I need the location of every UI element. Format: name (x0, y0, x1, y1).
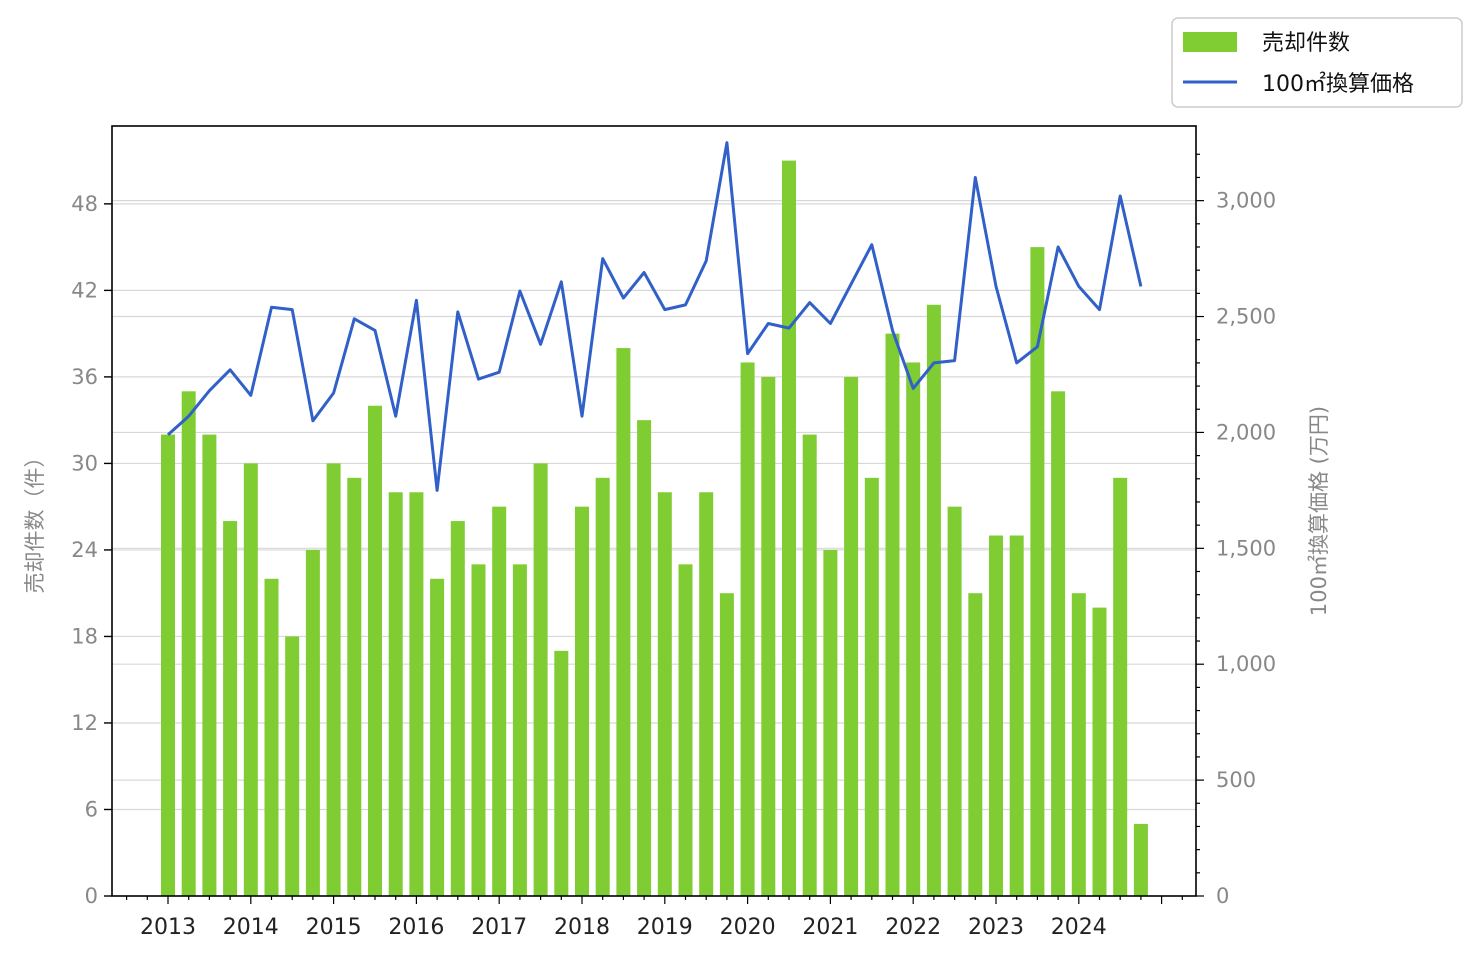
bar-2016Q3 (450, 521, 465, 896)
bar-2020Q4 (802, 434, 817, 896)
bar-2024Q2 (1092, 607, 1107, 896)
bar-2021Q3 (864, 477, 879, 896)
bar-2019Q4 (719, 593, 734, 896)
bar-2014Q3 (285, 636, 300, 896)
bar-series (161, 160, 1148, 897)
y-right-tick-label-3000: 3,000 (1216, 189, 1276, 213)
x-tick-label-2023: 2023 (968, 915, 1024, 940)
bar-2018Q3 (616, 348, 631, 896)
bar-2015Q3 (368, 405, 382, 896)
bar-2015Q1 (326, 463, 341, 896)
grid-lines (112, 200, 1196, 811)
bar-2021Q1 (823, 549, 838, 896)
y-left-axis-title: 売却件数（件） (23, 447, 47, 594)
bar-2021Q4 (885, 333, 900, 896)
bar-2014Q4 (305, 549, 320, 896)
bar-2013Q4 (223, 521, 238, 896)
y-right-tick-label-2000: 2,000 (1216, 420, 1276, 444)
bar-2013Q3 (202, 434, 217, 896)
legend-label-line: 100㎡換算価格 (1262, 71, 1414, 97)
x-tick-label-2014: 2014 (223, 915, 279, 940)
x-tick-label-2019: 2019 (637, 915, 693, 940)
x-tick-label-2013: 2013 (140, 915, 196, 940)
bar-2019Q1 (657, 492, 672, 896)
bar-2023Q3 (1030, 247, 1045, 896)
bar-2018Q2 (595, 477, 610, 896)
x-tick-label-2018: 2018 (554, 915, 610, 940)
bar-2016Q4 (471, 564, 486, 896)
y-left-tick-label-24: 24 (71, 538, 98, 562)
bar-2018Q1 (575, 506, 589, 896)
y-right-tick-label-1000: 1,000 (1216, 652, 1276, 676)
bar-2017Q4 (554, 650, 569, 896)
x-tick-label-2015: 2015 (306, 915, 362, 940)
bar-2017Q1 (492, 506, 507, 896)
bar-2020Q1 (740, 362, 755, 897)
x-tick-label-2021: 2021 (802, 915, 858, 940)
bar-2013Q1 (161, 434, 175, 896)
bar-2021Q2 (844, 376, 859, 896)
bar-2023Q2 (1009, 535, 1024, 896)
y-left-tick-label-0: 0 (85, 884, 98, 908)
x-tick-label-2020: 2020 (720, 915, 776, 940)
legend-box (1171, 17, 1463, 108)
y-left-tick-label-12: 12 (71, 711, 98, 735)
x-tick-label-2022: 2022 (885, 915, 941, 940)
bar-2022Q4 (968, 593, 983, 896)
y-right-axis-title: 100㎡換算価格 (万円) (1307, 406, 1331, 616)
bar-2017Q3 (533, 463, 548, 896)
bar-2019Q2 (678, 564, 693, 896)
bar-2016Q1 (409, 492, 424, 896)
y-left-tick-label-6: 6 (85, 797, 98, 821)
bar-2014Q1 (243, 463, 258, 896)
bar-2014Q2 (264, 578, 279, 896)
y-left-tick-label-18: 18 (71, 624, 98, 648)
bar-2022Q3 (947, 506, 962, 896)
ticks: 0 6 12 18 24 30 36 42 48 0 500 1,000 1,500 2,000 2,500… (71, 153, 1276, 940)
y-left-tick-label-42: 42 (71, 278, 98, 302)
price-line (167, 141, 1143, 492)
bar-2024Q1 (1071, 593, 1086, 896)
y-right-tick-label-0: 0 (1216, 884, 1229, 908)
bar-2020Q2 (761, 376, 776, 896)
bar-2023Q1 (989, 535, 1003, 896)
y-left-tick-label-48: 48 (71, 192, 98, 216)
bar-2015Q2 (347, 477, 362, 896)
bar-2023Q4 (1051, 391, 1066, 896)
x-tick-label-2017: 2017 (471, 915, 527, 940)
y-right-tick-label-1500: 1,500 (1216, 536, 1276, 560)
bar-2015Q4 (388, 492, 403, 896)
y-right-tick-label-2500: 2,500 (1216, 305, 1276, 329)
bar-2022Q1 (906, 362, 921, 897)
bar-2018Q4 (637, 420, 652, 896)
line-series (167, 141, 1143, 492)
legend: 売却件数 100㎡換算価格 (1171, 17, 1463, 108)
bar-2016Q2 (430, 578, 445, 896)
bar-2017Q2 (512, 564, 527, 896)
legend-swatch-bars (1183, 32, 1237, 52)
bar-2024Q4 (1133, 823, 1148, 896)
x-tick-label-2024: 2024 (1051, 915, 1107, 940)
bar-2024Q3 (1113, 477, 1128, 896)
bar-2019Q3 (699, 492, 714, 896)
plot-frame (111, 125, 1197, 897)
bar-2013Q2 (181, 391, 196, 896)
bar-2020Q3 (782, 160, 796, 896)
y-left-tick-label-30: 30 (71, 451, 98, 475)
bar-2022Q2 (926, 304, 941, 896)
axes (111, 125, 1197, 897)
y-right-tick-label-500: 500 (1216, 768, 1256, 792)
legend-label-bars: 売却件数 (1262, 31, 1350, 56)
x-tick-label-2016: 2016 (388, 915, 444, 940)
y-left-tick-label-36: 36 (71, 365, 98, 389)
